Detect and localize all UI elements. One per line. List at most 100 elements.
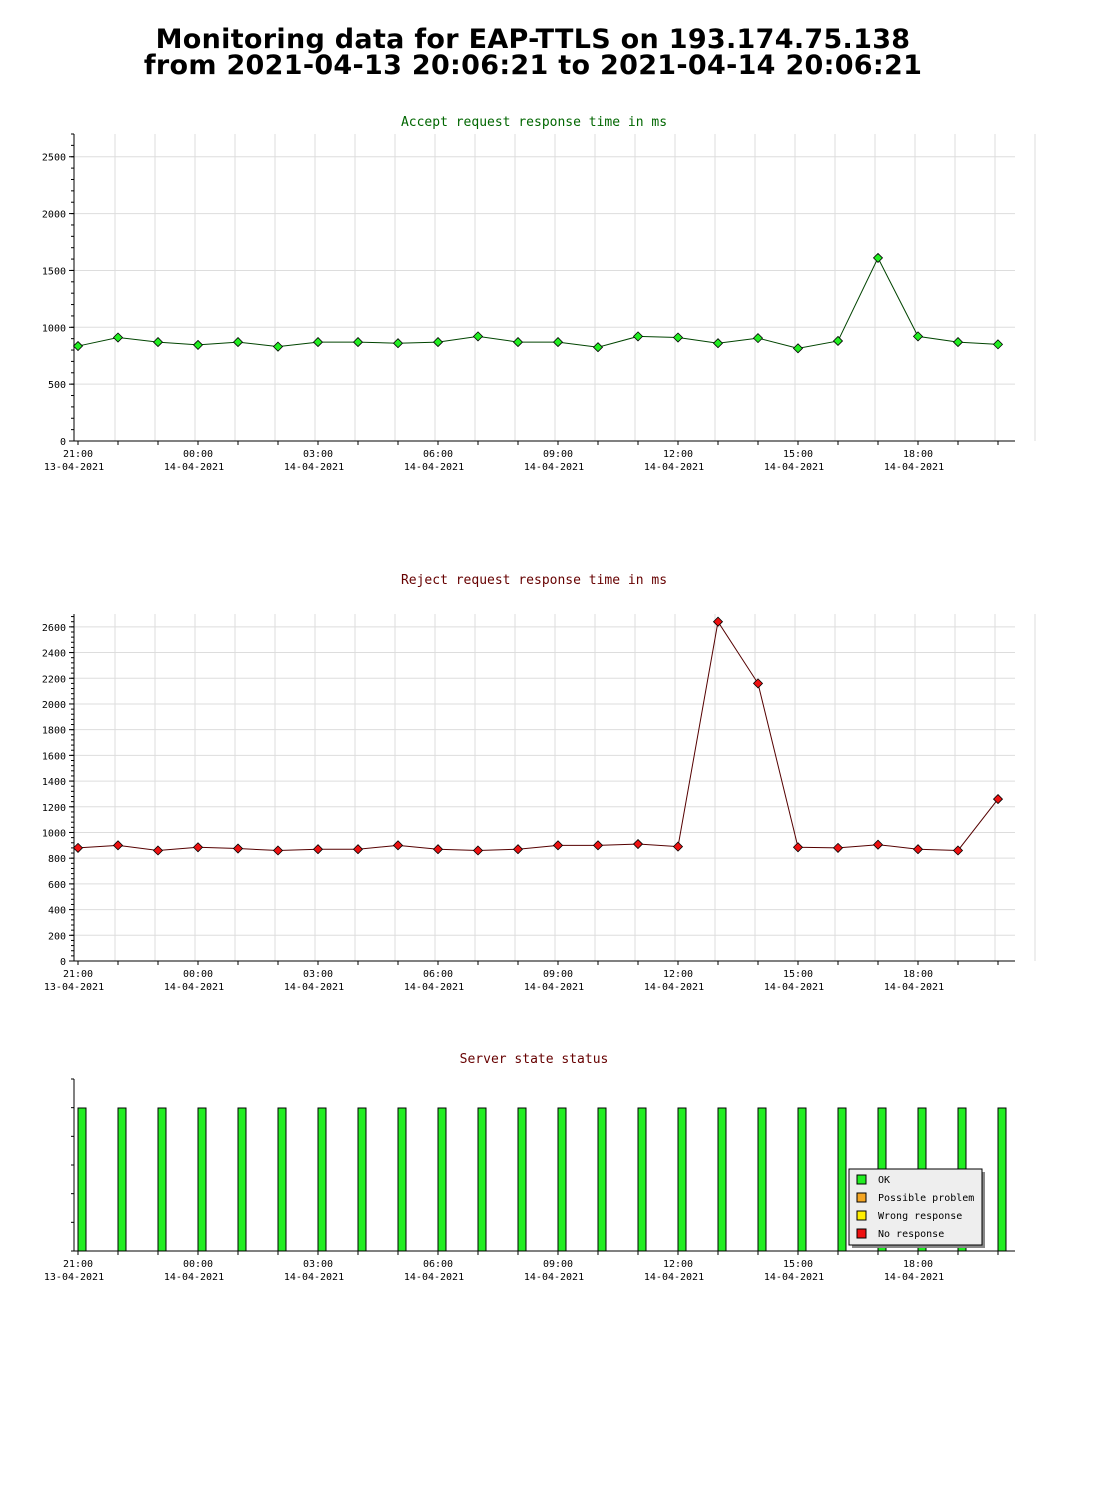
chart-title-reject: Reject request response time in ms	[401, 573, 667, 588]
data-point-reject	[552, 840, 564, 851]
page-title-line2: from 2021-04-13 20:06:21 to 2021-04-14 2…	[143, 50, 923, 81]
data-point-accept	[592, 342, 604, 353]
data-point-reject	[72, 842, 84, 853]
data-point-accept	[872, 252, 884, 264]
y-tick-label: 1800	[42, 726, 66, 737]
x-tick-label-date: 14-04-2021	[284, 1272, 344, 1283]
x-tick-label-time: 09:00	[543, 449, 573, 460]
x-tick-label-time: 15:00	[783, 1259, 813, 1270]
y-tick-label: 1000	[42, 323, 66, 334]
status-bar	[517, 1107, 527, 1252]
x-tick-label-time: 21:00	[63, 449, 93, 460]
legend-box	[848, 1168, 983, 1246]
legend-swatch-no-response	[856, 1228, 867, 1239]
status-bar	[237, 1107, 247, 1252]
legend-label-no-response: No response	[878, 1229, 944, 1240]
x-tick-label-time: 15:00	[783, 969, 813, 980]
y-tick-label: 0	[60, 957, 66, 968]
data-point-accept	[312, 337, 324, 348]
status-bar	[717, 1107, 727, 1252]
x-tick-label-time: 09:00	[543, 969, 573, 980]
data-point-reject	[432, 844, 444, 855]
data-point-reject	[312, 844, 324, 855]
status-bar	[637, 1107, 647, 1252]
chart-title-status: Server state status	[460, 1052, 609, 1067]
data-point-accept	[552, 337, 564, 348]
data-point-reject	[752, 678, 764, 689]
data-point-accept	[472, 331, 484, 342]
x-tick-label-date: 14-04-2021	[764, 462, 824, 473]
status-bar	[757, 1107, 767, 1252]
status-bar	[797, 1107, 807, 1252]
status-bar	[317, 1107, 327, 1252]
x-tick-label-time: 15:00	[783, 449, 813, 460]
y-tick-label: 2000	[42, 700, 66, 711]
legend-label-ok: OK	[878, 1175, 890, 1186]
x-tick-label-date: 14-04-2021	[404, 462, 464, 473]
data-point-accept	[952, 337, 964, 348]
data-point-accept	[792, 343, 804, 354]
x-tick-label-time: 12:00	[663, 449, 693, 460]
data-point-reject	[632, 838, 644, 850]
x-tick-label-time: 09:00	[543, 1259, 573, 1270]
data-point-reject	[112, 840, 124, 851]
data-point-reject	[152, 845, 164, 856]
legend-label-possible-problem: Possible problem	[878, 1193, 974, 1204]
legend-swatch-wrong-response	[856, 1210, 867, 1221]
y-tick-label: 0	[60, 437, 66, 448]
data-point-reject	[712, 616, 724, 627]
data-point-accept	[632, 331, 644, 342]
data-point-reject	[512, 844, 524, 855]
data-point-reject	[272, 845, 284, 856]
x-tick-label-date: 14-04-2021	[284, 982, 344, 993]
chart-title-accept: Accept request response time in ms	[401, 115, 667, 130]
x-tick-label-time: 21:00	[63, 969, 93, 980]
status-bar	[157, 1107, 167, 1252]
status-bar	[197, 1107, 207, 1252]
x-tick-label-time: 03:00	[303, 969, 333, 980]
data-point-accept	[232, 337, 244, 348]
data-point-reject	[872, 839, 884, 850]
x-tick-label-time: 00:00	[183, 449, 213, 460]
x-tick-label-date: 14-04-2021	[524, 462, 584, 473]
data-point-accept	[392, 338, 404, 349]
x-tick-label-date: 13-04-2021	[44, 982, 104, 993]
x-tick-label-date: 14-04-2021	[164, 462, 224, 473]
x-tick-label-date: 14-04-2021	[764, 1272, 824, 1283]
x-tick-label-time: 00:00	[183, 969, 213, 980]
data-point-accept	[672, 332, 684, 343]
x-tick-label-date: 14-04-2021	[884, 462, 944, 473]
x-tick-label-date: 14-04-2021	[884, 1272, 944, 1283]
data-point-reject	[592, 840, 604, 851]
x-tick-label-time: 03:00	[303, 449, 333, 460]
x-tick-label-date: 14-04-2021	[404, 982, 464, 993]
data-point-accept	[992, 339, 1004, 350]
data-point-reject	[912, 844, 924, 855]
x-tick-label-time: 21:00	[63, 1259, 93, 1270]
series-line-reject	[77, 620, 999, 851]
status-bar	[277, 1107, 287, 1252]
data-point-reject	[952, 845, 964, 856]
data-point-reject	[792, 842, 804, 853]
y-tick-label: 800	[48, 854, 66, 865]
data-point-accept	[192, 339, 204, 350]
x-tick-label-date: 14-04-2021	[764, 982, 824, 993]
status-bar	[677, 1107, 687, 1252]
y-tick-label: 1600	[42, 751, 66, 762]
x-tick-label-date: 14-04-2021	[884, 982, 944, 993]
y-tick-label: 400	[48, 906, 66, 917]
y-tick-label: 2500	[42, 153, 66, 164]
y-tick-label: 2600	[42, 623, 66, 634]
data-point-reject	[992, 794, 1004, 805]
x-tick-label-date: 14-04-2021	[524, 982, 584, 993]
data-point-accept	[712, 338, 724, 349]
data-point-reject	[472, 845, 484, 856]
data-point-accept	[832, 335, 844, 347]
data-point-accept	[752, 333, 764, 344]
legend-swatch-possible-problem	[856, 1192, 867, 1203]
status-bar	[557, 1107, 567, 1252]
x-tick-label-date: 14-04-2021	[164, 982, 224, 993]
x-tick-label-time: 00:00	[183, 1259, 213, 1270]
y-tick-label: 1200	[42, 803, 66, 814]
